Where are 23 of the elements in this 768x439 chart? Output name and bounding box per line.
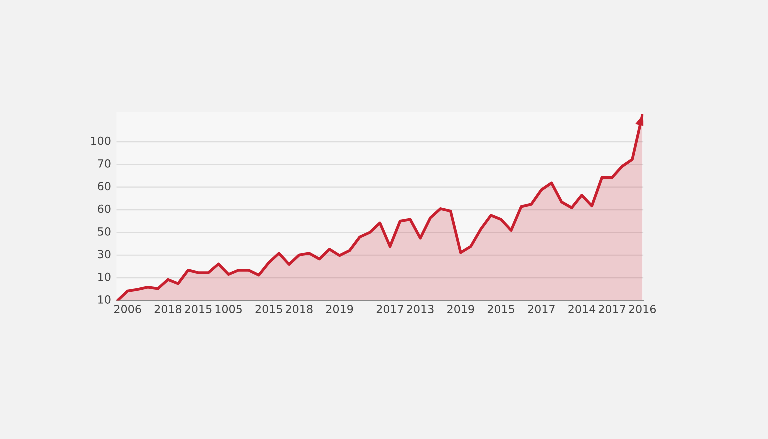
x-tick-label: 2013 <box>407 305 434 314</box>
text: 10 <box>98 296 111 304</box>
x-tick-label: 2019 <box>448 305 474 314</box>
x-tick-label: 2017 <box>598 305 626 314</box>
text: 70 <box>98 160 111 168</box>
x-tick-label: 2019 <box>326 305 354 314</box>
text: 60 <box>98 204 111 214</box>
text: 30 <box>98 250 111 259</box>
x-tick-label: 2016 <box>629 305 656 314</box>
x-tick-label: 2017 <box>376 305 404 314</box>
text: 100 <box>91 136 111 146</box>
text: 10 <box>98 272 111 282</box>
x-tick-label: 2015 <box>185 305 212 314</box>
x-tick-label: 2018 <box>154 305 182 314</box>
x-tick-label: 2017 <box>528 305 555 314</box>
x-tick-label: 2014 <box>568 305 596 314</box>
x-tick-label: 2006 <box>114 305 142 314</box>
text: 60 <box>98 182 111 191</box>
x-tick-label: 2015 <box>256 305 282 314</box>
x-tick-label: 2018 <box>286 305 313 314</box>
x-tick-label: 2015 <box>488 305 514 314</box>
x-tick-label: 1005 <box>216 305 242 314</box>
text: 50 <box>98 228 111 236</box>
